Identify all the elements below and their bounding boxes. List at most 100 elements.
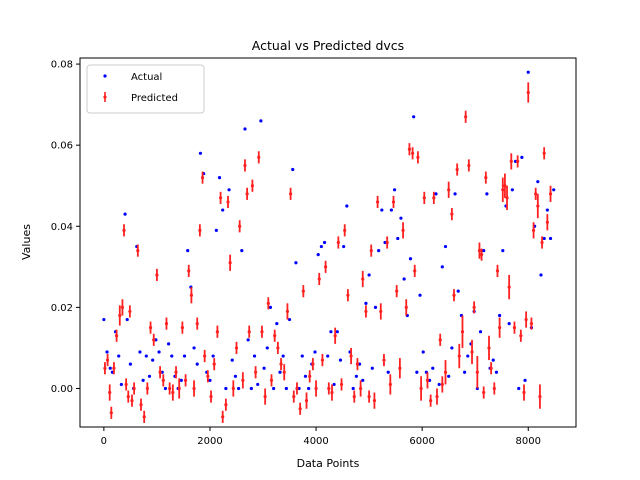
predicted-point	[492, 386, 496, 391]
predicted-point	[273, 334, 277, 338]
predicted-point	[470, 350, 474, 354]
predicted-point	[112, 366, 116, 370]
actual-point	[141, 378, 145, 382]
actual-point	[437, 382, 441, 387]
actual-point	[415, 370, 419, 374]
actual-point	[291, 167, 295, 172]
predicted-point	[413, 269, 417, 273]
predicted-point	[168, 386, 172, 391]
y-tick-label: 0.02	[51, 303, 73, 314]
predicted-point	[482, 390, 486, 395]
actual-point	[450, 346, 454, 350]
actual-point	[386, 370, 390, 374]
predicted-point	[109, 411, 113, 415]
predicted-point	[161, 378, 165, 382]
predicted-point	[152, 338, 156, 342]
predicted-point	[411, 151, 415, 155]
predicted-point	[195, 322, 199, 326]
actual-point	[307, 386, 311, 391]
predicted-point	[379, 309, 383, 314]
predicted-point	[139, 403, 143, 407]
predicted-point	[145, 386, 149, 391]
predicted-point	[385, 240, 389, 245]
actual-point	[300, 354, 304, 358]
actual-point	[237, 386, 241, 391]
predicted-point	[372, 399, 377, 403]
actual-point	[233, 374, 238, 378]
predicted-point	[177, 386, 181, 391]
predicted-point	[279, 362, 283, 366]
predicted-point	[203, 354, 207, 358]
legend-box	[86, 64, 205, 114]
predicted-point	[447, 188, 451, 192]
actual-point	[246, 338, 250, 342]
predicted-point	[269, 378, 274, 382]
actual-point	[507, 322, 511, 326]
actual-point	[392, 188, 397, 192]
predicted-point	[238, 224, 242, 228]
actual-point	[517, 386, 521, 391]
predicted-point	[343, 228, 347, 232]
actual-point	[345, 204, 349, 208]
predicted-point	[171, 390, 175, 395]
actual-point	[447, 374, 451, 378]
y-tick-label: 0.08	[51, 60, 73, 71]
actual-point	[491, 358, 495, 362]
predicted-point	[215, 330, 219, 334]
predicted-point	[382, 358, 386, 362]
x-axis: 0 2000 4000 6000 8000	[101, 427, 541, 447]
y-axis-label: Values	[20, 224, 33, 260]
predicted-point	[247, 330, 251, 334]
actual-point	[335, 330, 339, 334]
chart-title: Actual vs Predicted dvcs	[252, 38, 404, 53]
predicted-point	[422, 196, 426, 200]
actual-point	[294, 261, 298, 265]
predicted-point	[404, 305, 408, 309]
actual-point	[399, 216, 403, 220]
predicted-point	[455, 167, 459, 172]
actual-point	[434, 192, 438, 196]
predicted-point	[401, 228, 405, 232]
predicted-point	[467, 163, 471, 168]
actual-point	[313, 350, 317, 354]
actual-point	[389, 208, 393, 212]
predicted-point	[292, 394, 296, 399]
predicted-point	[200, 176, 205, 180]
predicted-point	[432, 196, 436, 200]
actual-point	[182, 354, 187, 358]
actual-point	[221, 208, 225, 212]
predicted-point	[352, 394, 356, 399]
predicted-point	[524, 317, 528, 322]
predicted-point	[516, 159, 520, 163]
predicted-point	[419, 386, 423, 391]
actual-point	[240, 249, 244, 253]
actual-point	[163, 386, 168, 391]
predicted-point	[407, 147, 412, 151]
legend-predicted-marker	[103, 95, 107, 99]
predicted-point	[519, 334, 523, 338]
predicted-point	[103, 366, 107, 370]
predicted-point	[187, 269, 191, 273]
actual-point	[186, 249, 190, 253]
actual-point	[453, 192, 457, 196]
actual-point	[102, 317, 106, 322]
predicted-point	[460, 330, 465, 334]
actual-point	[192, 346, 196, 350]
predicted-point	[120, 305, 125, 309]
actual-point	[125, 317, 129, 322]
predicted-point	[336, 240, 340, 245]
actual-point	[498, 313, 502, 318]
predicted-point	[260, 330, 264, 334]
predicted-point	[174, 370, 178, 374]
y-tick-label: 0.06	[51, 141, 73, 152]
y-tick-label: 0.04	[51, 222, 73, 233]
actual-point	[421, 350, 425, 354]
actual-point	[494, 370, 499, 374]
actual-point	[230, 358, 234, 362]
actual-point	[198, 151, 203, 155]
predicted-point	[346, 293, 350, 297]
actual-point	[548, 236, 553, 241]
actual-point	[361, 378, 365, 382]
actual-point	[520, 155, 524, 159]
actual-point	[329, 330, 333, 334]
